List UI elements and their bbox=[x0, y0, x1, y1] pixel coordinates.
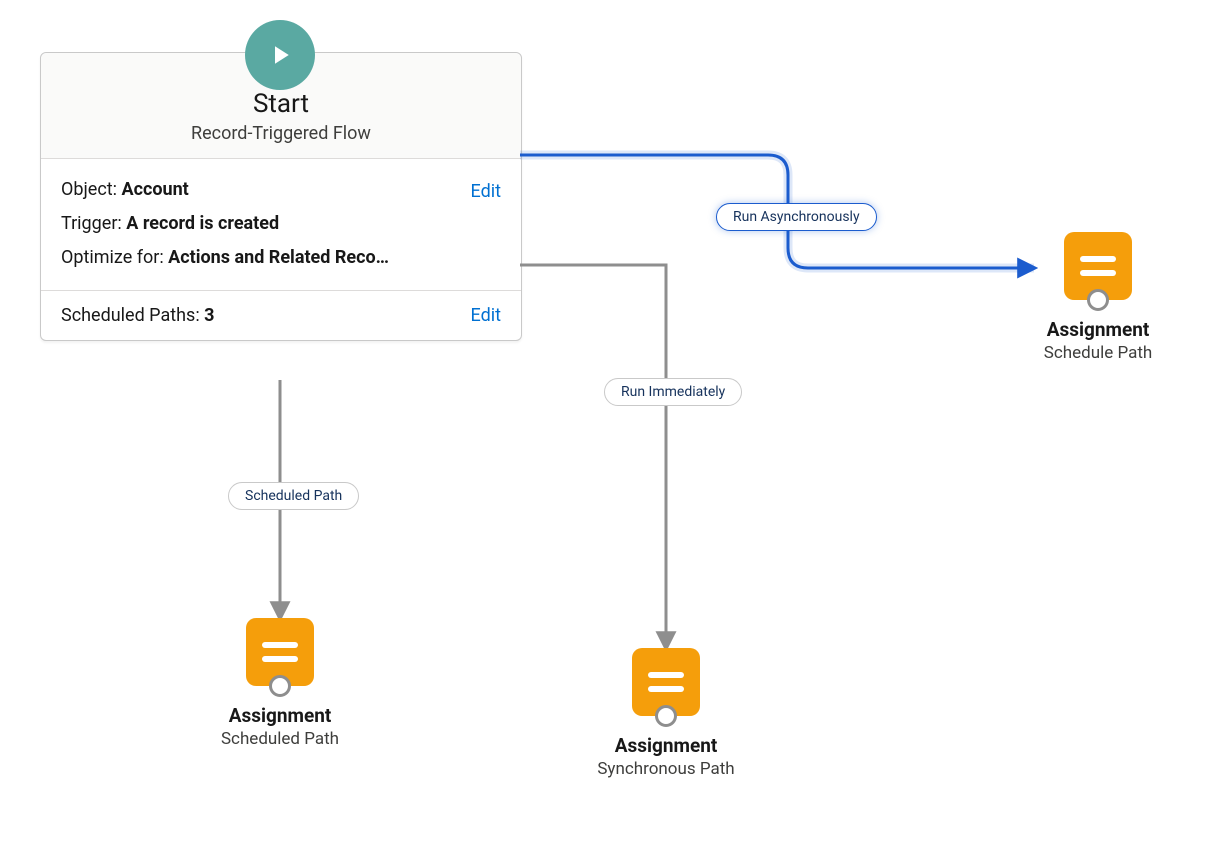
assignment-icon bbox=[1064, 232, 1132, 300]
assignment-title: Assignment bbox=[586, 734, 746, 757]
trigger-value: A record is created bbox=[126, 213, 279, 234]
edit-paths-link[interactable]: Edit bbox=[471, 305, 501, 326]
connector-immediate bbox=[520, 265, 666, 648]
path-pill-immediate[interactable]: Run Immediately bbox=[604, 378, 742, 406]
start-paths-section: Edit Scheduled Paths: 3 bbox=[41, 291, 521, 340]
optimize-value: Actions and Related Reco… bbox=[168, 247, 389, 268]
assignment-node-async[interactable]: Assignment Schedule Path bbox=[1018, 232, 1178, 363]
node-connector-knob[interactable] bbox=[655, 705, 677, 727]
node-connector-knob[interactable] bbox=[269, 675, 291, 697]
assignment-subtitle: Scheduled Path bbox=[200, 729, 360, 749]
flow-canvas: Start Record-Triggered Flow Edit Object:… bbox=[0, 0, 1216, 846]
assignment-title: Assignment bbox=[200, 704, 360, 727]
assignment-node-synchronous[interactable]: Assignment Synchronous Path bbox=[586, 648, 746, 779]
assignment-icon bbox=[246, 618, 314, 686]
assignment-subtitle: Schedule Path bbox=[1018, 343, 1178, 363]
optimize-label: Optimize for: bbox=[61, 247, 164, 268]
start-config-section: Edit Object: Account Trigger: A record i… bbox=[41, 159, 521, 291]
assignment-subtitle: Synchronous Path bbox=[586, 759, 746, 779]
config-trigger-row: Trigger: A record is created bbox=[61, 207, 501, 241]
object-value: Account bbox=[121, 179, 188, 200]
trigger-label: Trigger: bbox=[61, 213, 122, 234]
assignment-node-scheduled[interactable]: Assignment Scheduled Path bbox=[200, 618, 360, 749]
path-pill-async[interactable]: Run Asynchronously bbox=[716, 203, 877, 231]
config-object-row: Object: Account bbox=[61, 173, 501, 207]
edit-config-link[interactable]: Edit bbox=[471, 175, 501, 209]
scheduled-paths-count: 3 bbox=[204, 305, 214, 326]
assignment-icon bbox=[632, 648, 700, 716]
config-optimize-row: Optimize for: Actions and Related Reco… bbox=[61, 241, 501, 275]
start-icon[interactable] bbox=[245, 20, 315, 90]
path-pill-scheduled[interactable]: Scheduled Path bbox=[228, 482, 359, 510]
start-title: Start bbox=[61, 89, 501, 119]
node-connector-knob[interactable] bbox=[1087, 289, 1109, 311]
play-icon bbox=[265, 40, 295, 70]
object-label: Object: bbox=[61, 179, 117, 200]
scheduled-paths-label: Scheduled Paths: bbox=[61, 305, 200, 326]
start-node[interactable]: Start Record-Triggered Flow Edit Object:… bbox=[40, 52, 522, 341]
start-subtitle: Record-Triggered Flow bbox=[61, 123, 501, 144]
assignment-title: Assignment bbox=[1018, 318, 1178, 341]
